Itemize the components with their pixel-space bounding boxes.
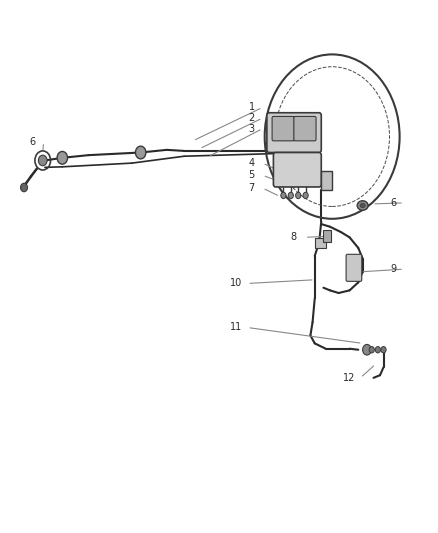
Circle shape — [57, 151, 67, 164]
Ellipse shape — [357, 201, 368, 211]
Text: 10: 10 — [230, 278, 243, 288]
Text: 2: 2 — [248, 113, 255, 123]
Text: 3: 3 — [249, 124, 255, 134]
Text: 1: 1 — [249, 102, 255, 112]
Circle shape — [303, 192, 308, 199]
Text: 7: 7 — [248, 183, 255, 193]
Circle shape — [281, 192, 286, 199]
Text: 5: 5 — [248, 171, 255, 180]
Circle shape — [369, 346, 374, 353]
FancyBboxPatch shape — [273, 152, 321, 187]
Circle shape — [21, 183, 28, 192]
Bar — [321, 171, 332, 190]
FancyBboxPatch shape — [346, 254, 362, 281]
Circle shape — [375, 346, 381, 353]
Circle shape — [296, 192, 301, 199]
Text: 12: 12 — [343, 373, 356, 383]
FancyBboxPatch shape — [267, 113, 321, 152]
Text: 6: 6 — [390, 198, 396, 208]
Bar — [315, 238, 325, 248]
Text: 8: 8 — [291, 232, 297, 243]
Text: 11: 11 — [230, 322, 243, 333]
Text: 6: 6 — [30, 137, 36, 147]
FancyBboxPatch shape — [294, 116, 316, 141]
Circle shape — [381, 346, 386, 353]
Bar — [323, 230, 331, 242]
Circle shape — [135, 146, 146, 159]
Circle shape — [363, 344, 371, 355]
Circle shape — [39, 155, 47, 166]
FancyBboxPatch shape — [272, 116, 294, 141]
Ellipse shape — [360, 204, 365, 208]
Circle shape — [288, 192, 293, 199]
Text: 4: 4 — [249, 158, 255, 168]
Text: 9: 9 — [390, 264, 396, 274]
